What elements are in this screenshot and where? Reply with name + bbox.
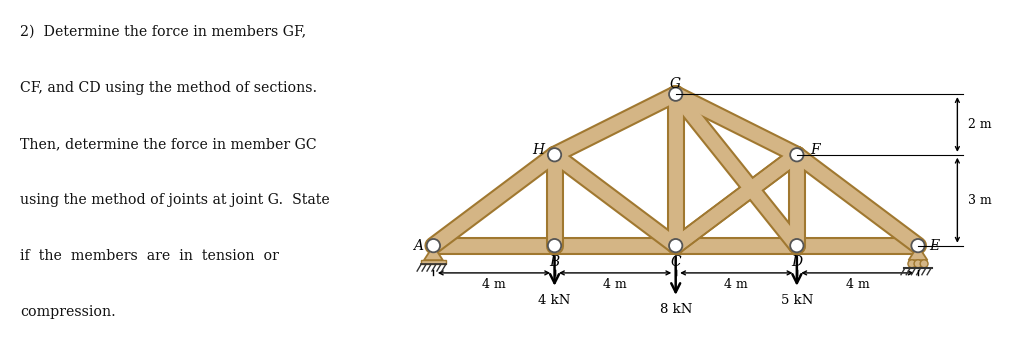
Text: 8 kN: 8 kN — [659, 303, 692, 316]
Text: C: C — [671, 255, 681, 269]
Circle shape — [908, 260, 915, 268]
Circle shape — [921, 260, 928, 268]
Text: B: B — [550, 255, 560, 269]
Text: Then, determine the force in member GC: Then, determine the force in member GC — [20, 137, 317, 151]
Text: 2 m: 2 m — [968, 118, 991, 131]
Text: 4 m: 4 m — [482, 278, 506, 291]
Polygon shape — [424, 246, 442, 260]
Circle shape — [669, 239, 682, 252]
Text: compression.: compression. — [20, 305, 117, 319]
Text: F: F — [810, 143, 820, 157]
Text: CF, and CD using the method of sections.: CF, and CD using the method of sections. — [20, 81, 317, 95]
Circle shape — [548, 148, 561, 162]
Text: 2)  Determine the force in members GF,: 2) Determine the force in members GF, — [20, 25, 306, 39]
Text: E: E — [930, 239, 940, 253]
Circle shape — [911, 239, 925, 252]
Polygon shape — [908, 246, 928, 260]
Circle shape — [427, 239, 440, 252]
Circle shape — [791, 148, 804, 162]
Text: if  the  members  are  in  tension  or: if the members are in tension or — [20, 249, 280, 263]
Circle shape — [548, 239, 561, 252]
Circle shape — [791, 239, 804, 252]
Text: D: D — [792, 255, 803, 269]
Text: G: G — [670, 77, 681, 91]
Text: 4 m: 4 m — [846, 278, 869, 291]
Text: 5 kN: 5 kN — [780, 294, 813, 307]
Bar — [421, 260, 445, 264]
Text: H: H — [531, 143, 544, 157]
Text: 3 m: 3 m — [968, 194, 991, 207]
Circle shape — [669, 88, 682, 101]
Text: 4 m: 4 m — [724, 278, 749, 291]
Text: 4 kN: 4 kN — [539, 294, 570, 307]
Text: using the method of joints at joint G.  State: using the method of joints at joint G. S… — [20, 193, 330, 207]
Circle shape — [914, 260, 922, 268]
Text: 4 m: 4 m — [603, 278, 627, 291]
Text: A: A — [414, 239, 423, 253]
